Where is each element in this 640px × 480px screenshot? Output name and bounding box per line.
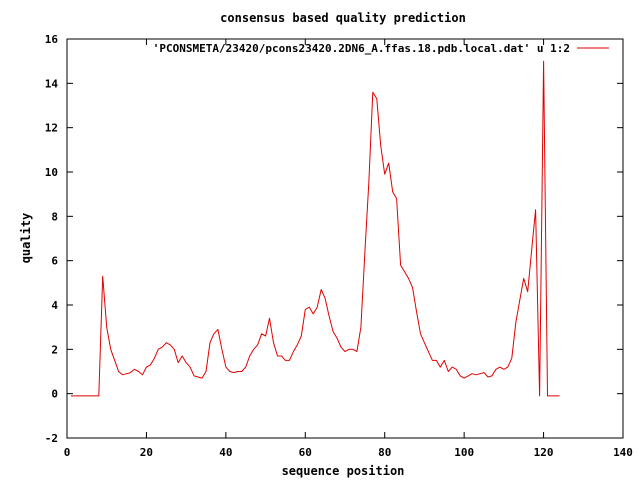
x-tick-label: 60 <box>299 446 312 459</box>
y-tick-label: 0 <box>51 388 58 401</box>
y-tick-label: 8 <box>51 210 58 223</box>
x-axis: 0 20 40 60 80 100 120 140 <box>64 39 633 459</box>
x-tick-label: 20 <box>140 446 153 459</box>
y-tick-label: 12 <box>45 122 58 135</box>
chart-title: consensus based quality prediction <box>220 11 466 25</box>
plot-area <box>66 38 624 439</box>
legend-label: 'PCONSMETA/23420/pcons23420.2DN6_A.ffas.… <box>153 42 570 55</box>
y-tick-label: 14 <box>45 77 59 90</box>
x-axis-label: sequence position <box>282 464 405 478</box>
x-tick-label: 0 <box>64 446 71 459</box>
x-tick-label: 120 <box>534 446 554 459</box>
y-axis: -2 0 2 4 6 8 10 12 14 16 <box>45 33 623 445</box>
plot-border <box>66 38 624 439</box>
series-line <box>71 60 560 397</box>
y-tick-label: 6 <box>51 255 58 268</box>
series-layer <box>71 60 560 397</box>
y-axis-label: quality <box>19 213 33 264</box>
x-tick-label: 40 <box>219 446 232 459</box>
y-tick-label: -2 <box>45 432 58 445</box>
y-tick-label: 4 <box>51 299 58 312</box>
x-tick-label: 140 <box>613 446 633 459</box>
y-tick-label: 16 <box>45 33 59 46</box>
x-tick-label: 80 <box>378 446 391 459</box>
legend: 'PCONSMETA/23420/pcons23420.2DN6_A.ffas.… <box>153 42 609 55</box>
y-tick-label: 2 <box>51 343 58 356</box>
x-tick-label: 100 <box>454 446 474 459</box>
y-tick-label: 10 <box>45 166 58 179</box>
